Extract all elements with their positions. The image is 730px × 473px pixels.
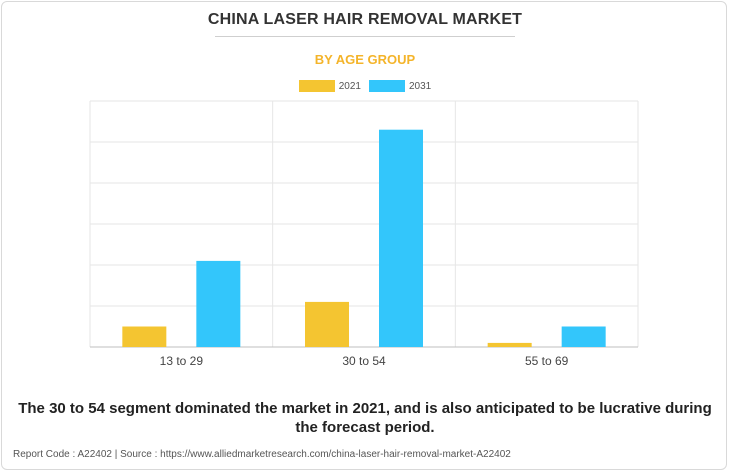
bar-2021-13-to-29 — [122, 326, 167, 347]
x-tick-label: 30 to 54 — [342, 354, 386, 368]
bar-2031-55-to-69 — [561, 326, 606, 347]
legend-swatch-2021 — [298, 80, 335, 92]
chart-subtitle: BY AGE GROUP — [314, 52, 416, 67]
bar-2031-13-to-29 — [196, 260, 241, 347]
legend-swatch-2031 — [369, 80, 405, 92]
bar-2021-30-to-54 — [305, 301, 349, 347]
chart-title: CHINA LASER HAIR REMOVAL MARKET — [207, 11, 523, 28]
chart-note: The 30 to 54 segment dominated the marke… — [18, 400, 712, 436]
legend-item-2021[interactable]: 2021 — [298, 80, 361, 92]
chart-legend: 2021 2031 — [0, 80, 730, 92]
report-footer: Report Code : A22402 | Source : https://… — [13, 449, 511, 460]
legend-label-2021: 2021 — [338, 80, 361, 92]
legend-label-2031: 2031 — [409, 80, 432, 92]
legend-item-2031[interactable]: 2031 — [369, 80, 431, 92]
bar-2031-30-to-54 — [379, 129, 423, 347]
x-tick-label: 13 to 29 — [160, 354, 204, 368]
x-tick-label: 55 to 69 — [525, 354, 569, 368]
bar-2021-55-to-69 — [487, 342, 532, 347]
title-divider — [215, 36, 515, 37]
